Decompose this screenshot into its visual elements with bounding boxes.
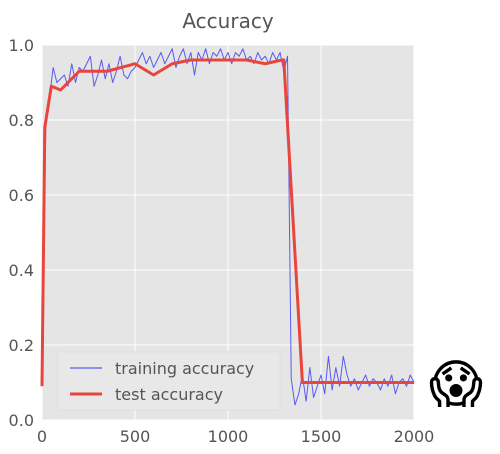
series-line-test-accuracy — [40, 58, 414, 387]
legend-label-training: training accuracy — [115, 359, 254, 378]
y-tick-label: 1.0 — [9, 36, 34, 55]
x-tick-label: 1500 — [301, 427, 342, 446]
y-tick-label: 0.8 — [9, 111, 34, 130]
grid-lines — [41, 44, 415, 421]
x-tick-label: 0 — [37, 427, 47, 446]
screaming-face-icon: 😱 — [429, 355, 483, 415]
y-tick-label: 0.6 — [9, 186, 34, 205]
legend-box — [57, 351, 281, 411]
legend: training accuracy test accuracy — [57, 351, 281, 411]
x-tick-label: 1000 — [208, 427, 249, 446]
tick-labels: 0 500 1000 1500 2000 0.0 0.2 0.4 0.6 0.8 1.0 — [9, 36, 435, 446]
legend-label-test: test accuracy — [115, 385, 223, 404]
y-tick-label: 0.4 — [9, 261, 34, 280]
series-layer — [40, 48, 415, 406]
y-tick-label: 0.2 — [9, 336, 34, 355]
x-tick-label: 2000 — [394, 427, 435, 446]
y-tick-label: 0.0 — [9, 411, 34, 430]
x-tick-label: 500 — [120, 427, 151, 446]
chart-title: Accuracy — [182, 9, 273, 33]
